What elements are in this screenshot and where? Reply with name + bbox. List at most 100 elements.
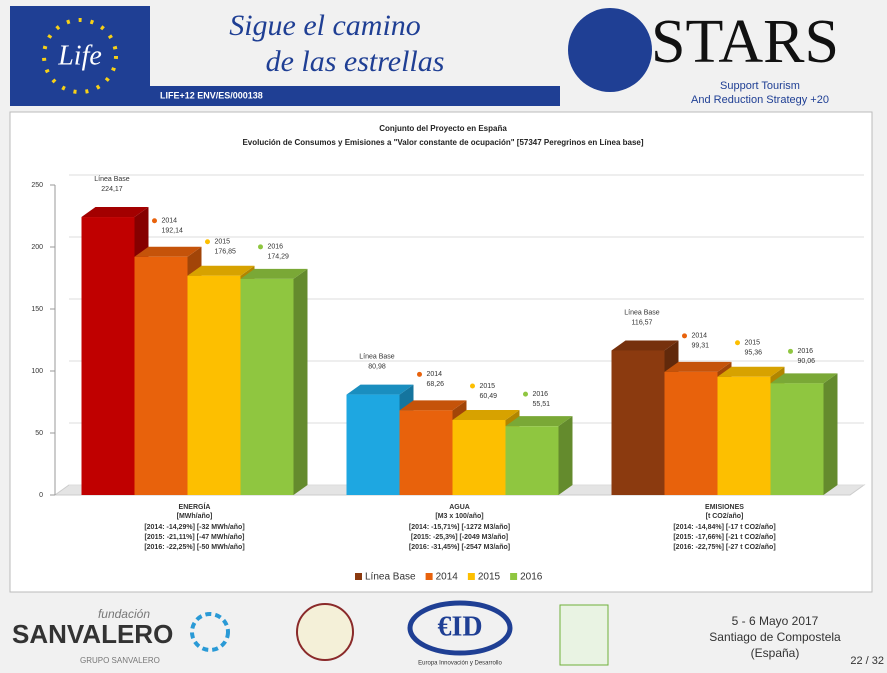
label-dot xyxy=(417,371,422,377)
category-detail: [2014: -14,84%] [-17 t CO2/año] xyxy=(673,524,775,531)
y-tick-label: 200 xyxy=(31,244,43,251)
x-tick-label: EMISIONES xyxy=(705,504,744,511)
bar xyxy=(664,371,718,495)
y-tick-label: 100 xyxy=(31,368,43,375)
legend-swatch xyxy=(425,573,433,580)
bar xyxy=(187,275,241,495)
project-code: LIFE+12 ENV/ES/000138 xyxy=(160,90,263,100)
y-tick-label: 0 xyxy=(39,492,43,499)
data-label: 80,98 xyxy=(368,363,386,370)
data-series-label: 2015 xyxy=(745,340,761,347)
category-detail: [2015: -21,11%] [-47 MWh/año] xyxy=(145,534,245,541)
x-tick-label: ENERGÍA xyxy=(179,502,211,511)
bar-side xyxy=(293,268,308,495)
data-series-label: 2016 xyxy=(798,348,814,355)
data-series-label: 2014 xyxy=(692,333,708,340)
legend-swatch xyxy=(355,573,362,580)
legend-swatch xyxy=(510,573,518,580)
y-tick-label: 250 xyxy=(31,182,43,189)
category-detail: [2015: -25,3%] [-2049 M3/año] xyxy=(411,534,508,541)
legend-swatch xyxy=(467,573,475,580)
brand-line: Support Tourism xyxy=(720,80,800,92)
bar-side xyxy=(558,416,573,495)
bar-top xyxy=(770,373,838,384)
data-label: 99,31 xyxy=(692,343,710,350)
bar xyxy=(240,278,294,495)
bar xyxy=(452,419,506,495)
y-tick-label: 50 xyxy=(35,430,43,437)
bar-top xyxy=(611,340,679,351)
eu-flag xyxy=(10,6,150,106)
data-series-label: 2014 xyxy=(162,218,178,225)
bar-side xyxy=(823,373,838,495)
data-label: 176,85 xyxy=(215,249,237,256)
data-label: 192,14 xyxy=(162,228,184,235)
label-dot xyxy=(152,218,157,224)
plot: 0 50 100 150 200 250 Línea Base 224,17 2014 192,1… xyxy=(31,174,866,583)
bar xyxy=(81,217,135,495)
eid-logo xyxy=(407,600,513,656)
bar xyxy=(346,394,400,495)
life-logo: Life xyxy=(57,40,102,71)
bar xyxy=(399,410,453,495)
bar xyxy=(770,383,824,495)
data-series-label: 2015 xyxy=(480,383,496,390)
chart-title: Conjunto del Proyecto en España xyxy=(379,124,507,133)
org-name: SANVALERO xyxy=(12,619,173,649)
bar xyxy=(505,426,559,495)
eu-stars xyxy=(42,18,118,94)
legend-label: 2015 xyxy=(478,572,501,583)
data-series-label: 2016 xyxy=(268,244,284,251)
page-number: 22 / 32 xyxy=(850,655,884,667)
bar-top xyxy=(81,207,149,218)
chart-subtitle: Evolución de Consumos y Emisiones a "Val… xyxy=(242,138,643,147)
stars-brand: STARS xyxy=(651,8,839,76)
category-unit: [MWh/año] xyxy=(177,513,213,520)
label-dot xyxy=(258,244,263,250)
data-series-label: 2015 xyxy=(215,239,231,246)
partner-caption: Europa Innovación y Desarrollo xyxy=(418,661,502,667)
label-dot xyxy=(205,239,210,245)
bar xyxy=(717,376,771,495)
stars-logo-circle xyxy=(568,8,652,92)
category-detail: [2016: -22,25%] [-50 MWh/año] xyxy=(144,544,244,551)
data-label: 55,51 xyxy=(533,401,551,408)
data-label: 95,36 xyxy=(745,350,763,357)
data-series-label: Línea Base xyxy=(359,353,395,360)
legend-label: 2016 xyxy=(520,572,543,583)
bar-top xyxy=(134,246,202,257)
org-logo xyxy=(190,612,230,652)
data-series-label: 2014 xyxy=(427,371,443,378)
bar-top xyxy=(664,361,732,372)
category-detail: [2014: -14,29%] [-32 MWh/año] xyxy=(144,524,244,531)
org-small: fundación xyxy=(98,607,150,621)
seal-logo xyxy=(296,603,354,661)
data-series-label: Línea Base xyxy=(94,176,130,183)
legend-label: Línea Base xyxy=(365,572,416,583)
category-detail: [2016: -22,75%] [-27 t CO2/año] xyxy=(673,544,775,551)
bar-top xyxy=(346,384,414,395)
data-label: 90,06 xyxy=(798,358,816,365)
label-dot xyxy=(523,391,528,397)
category-detail: [2015: -17,66%] [-21 t CO2/año] xyxy=(673,534,775,541)
legend-label: 2014 xyxy=(436,572,459,583)
category-detail: [2016: -31,45%] [-2547 M3/año] xyxy=(409,544,510,551)
data-label: 116,57 xyxy=(632,319,653,326)
org-group: GRUPO SANVALERO xyxy=(80,656,160,665)
y-tick-label: 150 xyxy=(31,306,43,313)
data-label: 224,17 xyxy=(101,186,123,193)
eid-mark: €ID xyxy=(437,611,482,642)
data-label: 68,26 xyxy=(427,381,445,388)
slogan: Sigue el camino xyxy=(229,9,421,42)
brand-line: And Reduction Strategy +20 xyxy=(691,94,829,106)
event-country: (España) xyxy=(751,646,800,660)
bar-top xyxy=(240,268,308,279)
data-label: 174,29 xyxy=(268,254,290,261)
data-label: 60,49 xyxy=(480,393,498,400)
event-city: Santiago de Compostela xyxy=(709,630,841,644)
x-tick-label: AGUA xyxy=(449,504,470,511)
data-series-label: 2016 xyxy=(533,391,549,398)
label-dot xyxy=(682,333,687,339)
bar-top xyxy=(505,416,573,427)
